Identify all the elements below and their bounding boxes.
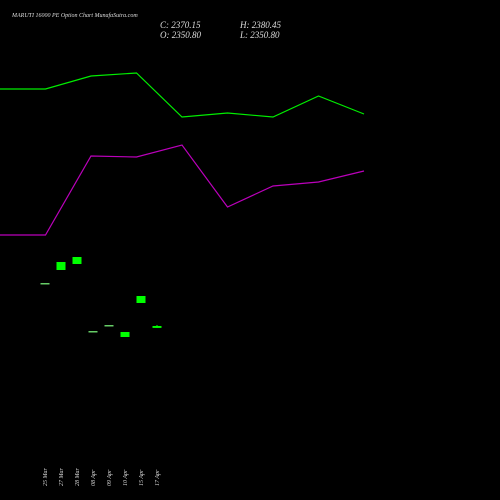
candle-body	[104, 325, 114, 327]
x-tick-label: 17 Apr	[155, 469, 161, 486]
x-tick-label: 09 Apr	[107, 469, 113, 486]
chart-title: MARUTI 16000 PE Option Chart MunafaSutra…	[11, 12, 138, 19]
candle-body	[152, 325, 162, 328]
low-label: L: 2350.80	[239, 30, 280, 40]
x-tick-label: 10 Apr	[123, 469, 129, 486]
open-label: O: 2350.80	[160, 30, 201, 40]
candle-body	[120, 332, 130, 337]
indicator-line	[0, 72, 365, 118]
indicator-line	[0, 144, 365, 236]
candle-body	[88, 331, 98, 333]
close-label: C: 2370.15	[160, 20, 201, 30]
candle-body	[40, 283, 50, 285]
x-tick-label: 08 Apr	[91, 469, 97, 486]
high-label: H: 2380.45	[239, 20, 281, 30]
x-tick-label: 25 Mar	[43, 468, 49, 486]
candle-body	[136, 296, 146, 303]
candle-body	[56, 262, 66, 270]
candle-body	[72, 257, 82, 264]
x-tick-label: 27 Mar	[59, 468, 65, 486]
x-tick-label: 28 Mar	[75, 468, 81, 486]
x-tick-label: 15 Apr	[139, 469, 145, 486]
